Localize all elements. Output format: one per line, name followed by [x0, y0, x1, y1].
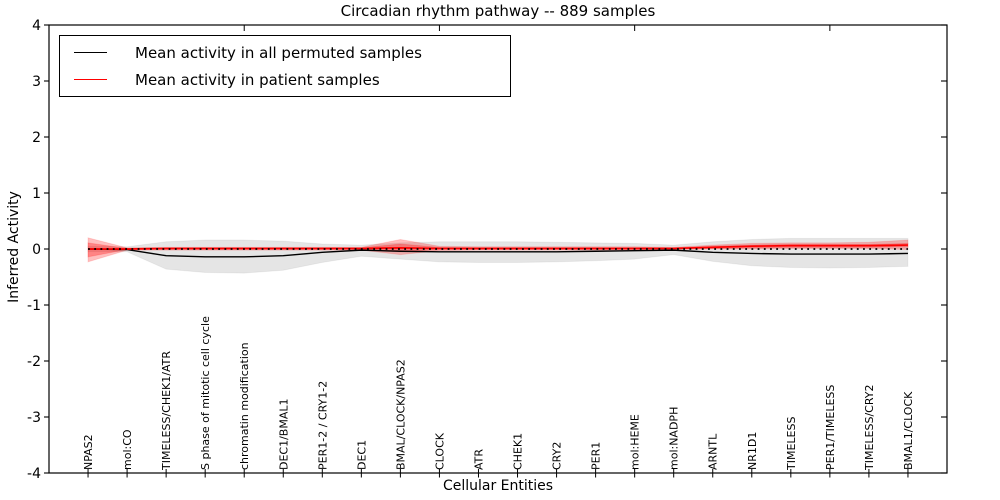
- permuted-mean-line: [88, 248, 908, 258]
- y-tick-label: -1: [27, 298, 41, 314]
- y-axis-label: Inferred Activity: [6, 191, 22, 303]
- legend-box: Mean activity in all permuted samples Me…: [59, 35, 511, 97]
- x-tick-label: S phase of mitotic cell cycle: [199, 316, 212, 470]
- y-tick-label: 4: [32, 18, 41, 34]
- x-tick-label: DEC1: [355, 440, 368, 470]
- legend-entry-permuted: Mean activity in all permuted samples: [60, 39, 510, 66]
- x-tick-label: ATR: [472, 449, 485, 470]
- x-tick-label: NR1D1: [746, 432, 759, 470]
- x-tick-label: mol:CO: [121, 429, 134, 470]
- x-tick-label: TIMELESS/CHEK1/ATR: [160, 351, 173, 471]
- x-tick-label: BMAL1/CLOCK: [902, 391, 915, 470]
- x-tick-label: DEC1/BMAL1: [277, 399, 290, 471]
- x-tick-label: TIMELESS: [785, 417, 798, 471]
- legend-label: Mean activity in all permuted samples: [135, 43, 422, 62]
- y-tick-label: 3: [32, 74, 41, 90]
- x-tick-label: BMAL/CLOCK/NPAS2: [394, 359, 407, 470]
- x-tick-label: ARNTL: [707, 433, 720, 470]
- y-tick-label: 1: [32, 186, 41, 202]
- x-tick-label: PER1/TIMELESS: [824, 385, 837, 470]
- x-tick-label: mol:NADPH: [668, 407, 681, 470]
- y-tick-label: 2: [32, 130, 41, 146]
- x-tick-label: NPAS2: [82, 434, 95, 470]
- x-tick-label: CLOCK: [433, 432, 446, 470]
- x-tick-label: TIMELESS/CRY2: [863, 385, 876, 472]
- legend-label: Mean activity in patient samples: [135, 70, 380, 89]
- legend-line-sample-red: [74, 79, 107, 80]
- chart-title: Circadian rhythm pathway -- 889 samples: [340, 2, 656, 20]
- patient-band-inner: [87, 242, 909, 258]
- x-axis-label: Cellular Entities: [442, 478, 554, 494]
- x-tick-label: CHEK1: [512, 433, 525, 470]
- x-tick-label: chromatin modification: [238, 342, 251, 470]
- legend-entry-patient: Mean activity in patient samples: [60, 66, 510, 93]
- y-tick-label: -2: [27, 354, 41, 370]
- x-tick-label: PER1: [590, 442, 603, 470]
- x-tick-label: PER1-2 / CRY1-2: [316, 381, 329, 470]
- legend-line-sample-black: [74, 52, 107, 53]
- x-tick-label: CRY2: [551, 442, 564, 470]
- y-tick-label: -3: [27, 410, 41, 426]
- x-tick-label: mol:HEME: [629, 414, 642, 470]
- y-tick-label: -4: [27, 466, 41, 482]
- y-tick-label: 0: [32, 242, 41, 258]
